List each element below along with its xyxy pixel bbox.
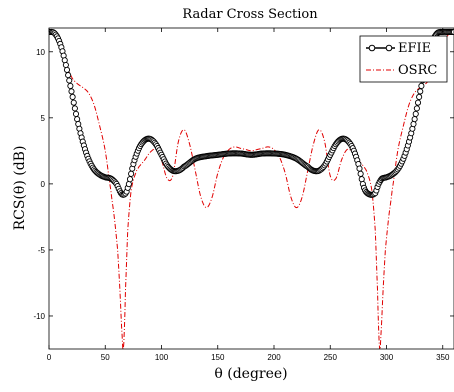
efie-point — [67, 82, 74, 89]
legend-osrc-label: OSRC — [398, 63, 437, 78]
x-axis-ticks: 0 50 100 150 200 250 300 350 — [47, 28, 450, 362]
plot-frame — [48, 27, 454, 350]
chart-title: Radar Cross Section — [182, 7, 318, 22]
legend: EFIE OSRC — [359, 35, 448, 83]
efie-point — [62, 61, 69, 69]
y-tick-label: 5 — [41, 114, 46, 123]
efie-point — [65, 72, 72, 79]
efie-point — [413, 105, 420, 112]
legend-efie-marker — [368, 44, 376, 52]
y-tick-label: 10 — [36, 48, 45, 57]
y-tick-label: -10 — [33, 312, 45, 321]
x-tick-label: 200 — [267, 353, 281, 362]
efie-point — [70, 99, 77, 106]
efie-point — [66, 77, 73, 84]
efie-point — [68, 88, 75, 95]
x-tick-label: 100 — [155, 353, 169, 362]
x-tick-label: 350 — [436, 353, 450, 362]
x-tick-label: 150 — [211, 353, 225, 362]
x-tick-label: 0 — [47, 353, 52, 362]
efie-point — [412, 110, 419, 117]
x-axis-label: θ (degree) — [214, 366, 287, 382]
legend-efie-label: EFIE — [398, 41, 431, 56]
efie-point — [416, 93, 423, 101]
efie-point — [128, 170, 135, 177]
legend-efie-marker — [385, 44, 393, 52]
y-axis-label: RCS(θ) (dB) — [12, 146, 28, 231]
x-tick-label: 50 — [101, 353, 110, 362]
series-efie-markers — [49, 28, 454, 198]
efie-point — [72, 110, 80, 117]
efie-point — [69, 93, 76, 101]
efie-point — [417, 88, 424, 95]
series-osrc-line — [49, 31, 454, 349]
efie-point — [74, 116, 81, 123]
efie-point — [356, 165, 363, 172]
x-tick-label: 300 — [380, 353, 394, 362]
efie-point — [126, 176, 134, 183]
efie-point — [358, 176, 365, 183]
efie-point — [71, 105, 78, 112]
x-tick-label: 250 — [324, 353, 338, 362]
y-tick-label: -5 — [38, 246, 46, 255]
efie-point — [411, 116, 418, 123]
legend-box — [359, 35, 448, 83]
efie-point — [410, 121, 417, 128]
efie-point — [414, 99, 422, 106]
efie-point — [418, 82, 425, 89]
efie-point — [125, 181, 132, 188]
y-axis-ticks: 10 5 0 -5 -10 — [33, 48, 454, 321]
efie-point — [357, 170, 364, 177]
series-layer — [49, 28, 454, 349]
y-tick-label: 0 — [41, 180, 46, 189]
efie-point — [63, 66, 71, 73]
